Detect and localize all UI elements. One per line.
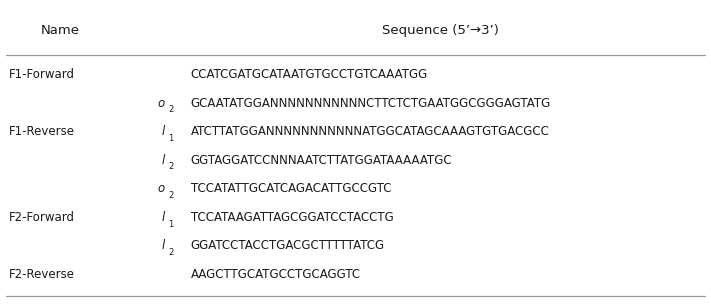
- Text: F2-Reverse: F2-Reverse: [9, 268, 75, 281]
- Text: CCATCGATGCATAATGTGCCTGTCAAATGG: CCATCGATGCATAATGTGCCTGTCAAATGG: [191, 68, 428, 81]
- Text: ATCTTATGGANNNNNNNNNNNATGGCATAGCAAAGTGTGACGCC: ATCTTATGGANNNNNNNNNNNATGGCATAGCAAAGTGTGA…: [191, 125, 550, 138]
- Text: l: l: [161, 125, 165, 138]
- Text: Name: Name: [41, 24, 80, 37]
- Text: TCCATATTGCATCAGACATTGCCGTC: TCCATATTGCATCAGACATTGCCGTC: [191, 182, 391, 195]
- Text: 2: 2: [169, 162, 173, 171]
- Text: F1-Forward: F1-Forward: [9, 68, 75, 81]
- Text: 1: 1: [169, 134, 173, 143]
- Text: l: l: [161, 154, 165, 167]
- Text: 2: 2: [169, 248, 173, 257]
- Text: 2: 2: [169, 105, 173, 114]
- Text: 2: 2: [169, 191, 173, 200]
- Text: o: o: [158, 97, 165, 109]
- Text: GCAATATGGANNNNNNNNNNNCTTCTCTGAATGGCGGGAGTATG: GCAATATGGANNNNNNNNNNNCTTCTCTGAATGGCGGGAG…: [191, 97, 551, 109]
- Text: TCCATAAGATTAGCGGATCCTACCTG: TCCATAAGATTAGCGGATCCTACCTG: [191, 211, 393, 224]
- Text: l: l: [161, 240, 165, 252]
- Text: F2-Forward: F2-Forward: [9, 211, 75, 224]
- Text: o: o: [158, 182, 165, 195]
- Text: 1: 1: [169, 219, 173, 229]
- Text: l: l: [161, 211, 165, 224]
- Text: F1-Reverse: F1-Reverse: [9, 125, 75, 138]
- Text: AAGCTTGCATGCCTGCAGGTC: AAGCTTGCATGCCTGCAGGTC: [191, 268, 360, 281]
- Text: Sequence (5’→3’): Sequence (5’→3’): [383, 24, 499, 37]
- Text: GGATCCTACCTGACGCTTTTTATCG: GGATCCTACCTGACGCTTTTTATCG: [191, 240, 385, 252]
- Text: GGTAGGATCCNNNAATCTTATGGATAAAAATGC: GGTAGGATCCNNNAATCTTATGGATAAAAATGC: [191, 154, 452, 167]
